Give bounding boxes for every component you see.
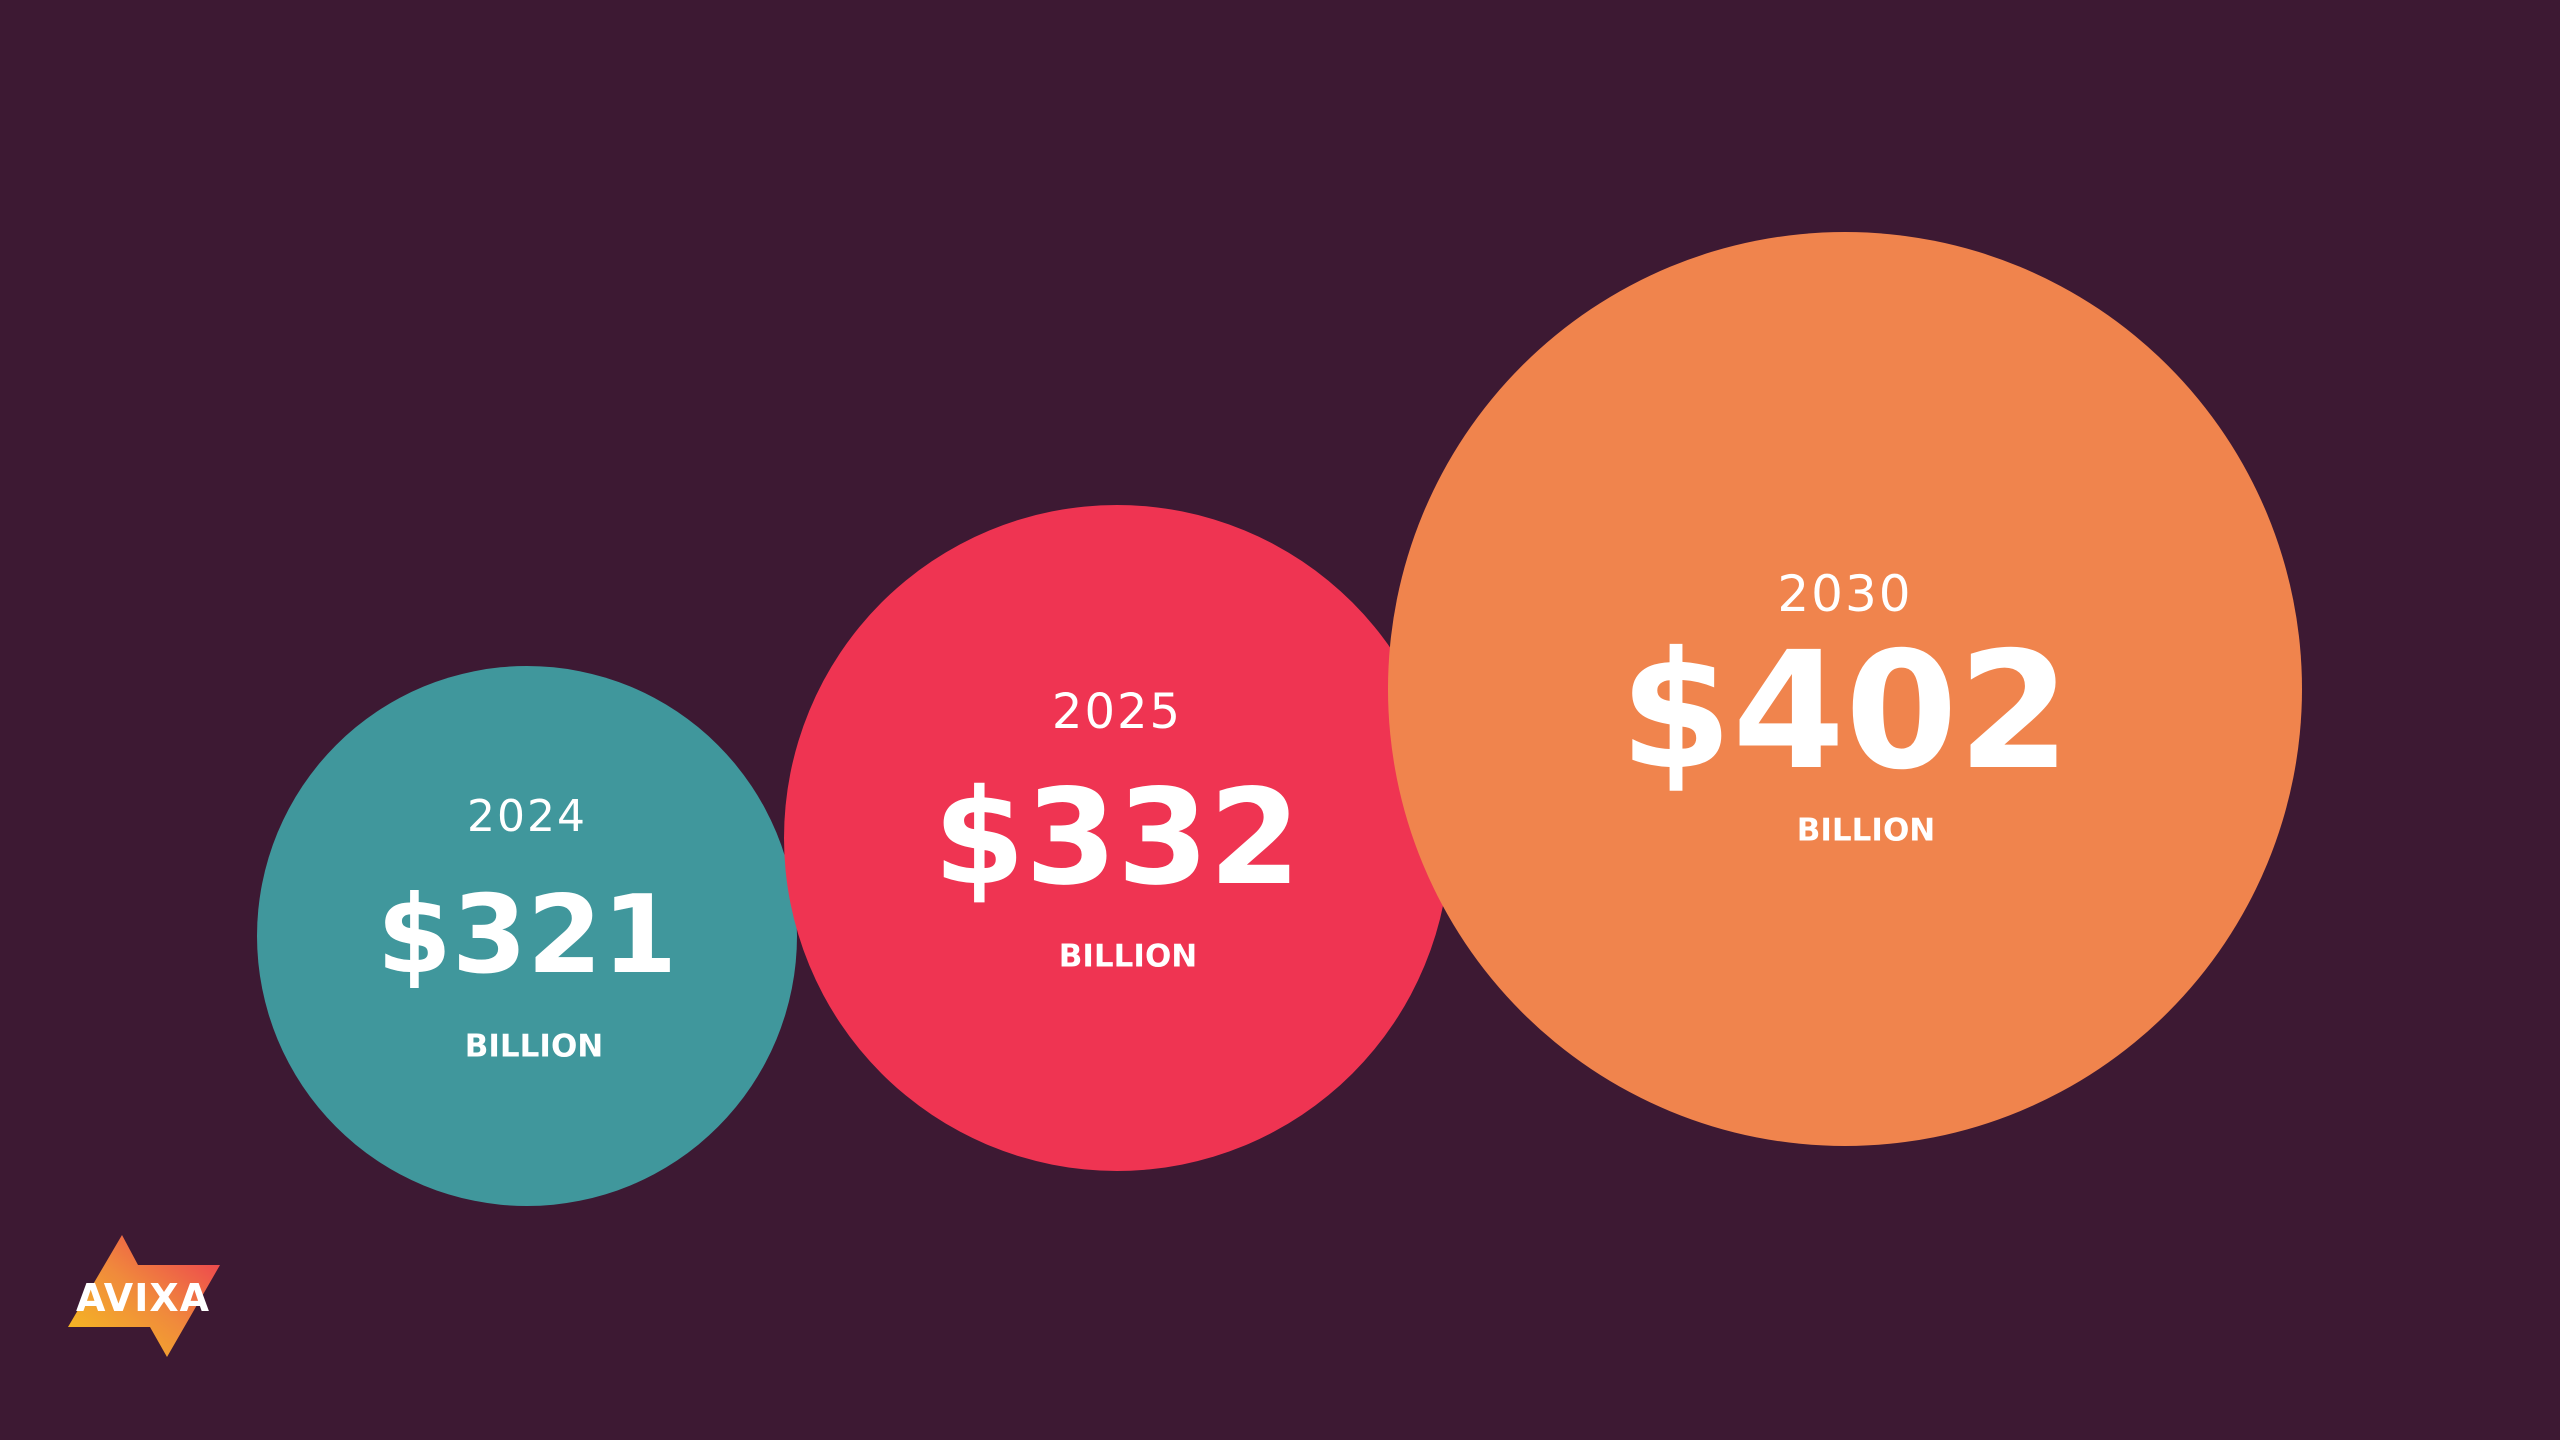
year-2024: 2024	[467, 791, 587, 842]
bubble-2024	[257, 666, 797, 1206]
year-2030: 2030	[1777, 565, 1913, 623]
value-2030: $402	[1619, 618, 2071, 806]
year-2025: 2025	[1051, 684, 1183, 740]
bubble-2030	[1388, 232, 2302, 1146]
bubble-2025	[784, 505, 1450, 1171]
value-2024: $321	[376, 873, 678, 998]
logo-mark-icon	[68, 1235, 220, 1357]
unit-2025: BILLION	[1058, 938, 1198, 975]
unit-2024: BILLION	[464, 1028, 604, 1065]
unit-2030: BILLION	[1796, 812, 1936, 849]
svg-text:AVIXA: AVIXA	[76, 1276, 210, 1320]
value-2025: $332	[933, 761, 1301, 915]
avixa-logo: AVIXA	[68, 1235, 220, 1357]
